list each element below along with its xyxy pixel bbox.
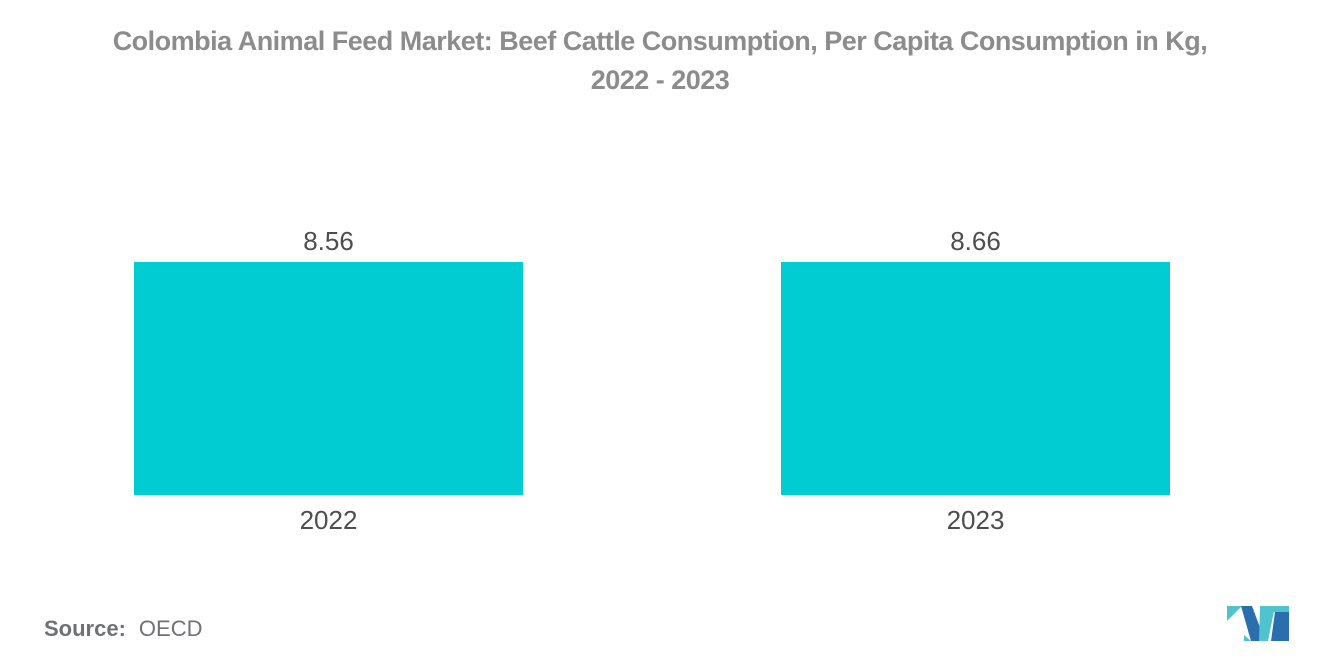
bar-2022 (134, 262, 523, 495)
source-value: OECD (138, 616, 203, 641)
chart-title-line1: Colombia Animal Feed Market: Beef Cattle… (112, 26, 1208, 56)
bar-2023 (781, 262, 1170, 495)
bar-stack-2022: 8.56 (134, 227, 523, 495)
bar-value-label-2022: 8.56 (303, 226, 354, 256)
bar-value-label-2023: 8.66 (950, 226, 1001, 256)
category-label-2022: 2022 (299, 505, 358, 535)
mordor-m-icon (1227, 606, 1289, 641)
source-label: Source: (44, 616, 126, 641)
category-label-2023: 2023 (946, 505, 1005, 535)
source-note: Source: OECD (44, 616, 202, 642)
bar-stack-2023: 8.66 (781, 227, 1170, 495)
bar-group-2023: 8.66 2023 (781, 227, 1170, 536)
chart-title: Colombia Animal Feed Market: Beef Cattle… (0, 22, 1320, 100)
bar-chart: 8.56 2022 8.66 2023 (134, 227, 1170, 536)
bar-group-2022: 8.56 2022 (134, 227, 523, 536)
mordor-intelligence-logo (1225, 603, 1291, 641)
chart-title-line2: 2022 - 2023 (590, 65, 730, 95)
